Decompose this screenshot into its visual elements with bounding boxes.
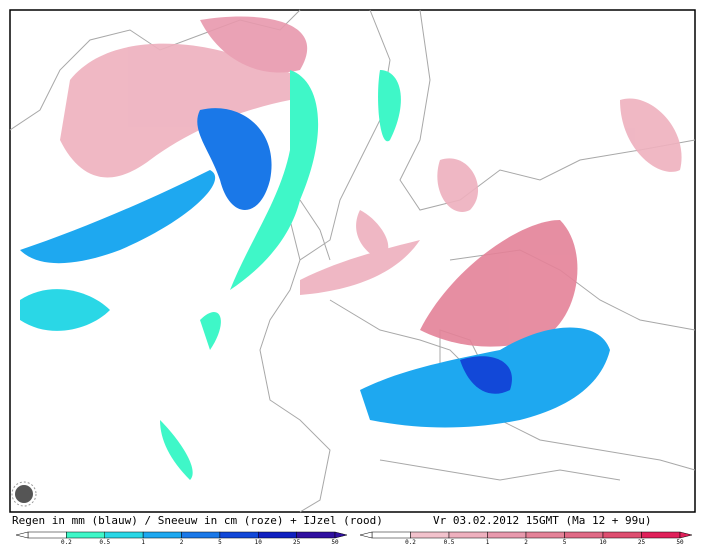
snow-scale-arrow [359,531,373,539]
snow-scale-label: 1 [486,539,490,546]
snow-scale-label: 25 [638,539,646,546]
snow-scale-label: 10 [599,539,607,546]
rain-scale-label: 10 [255,539,263,546]
snow-scale-cell [641,531,681,539]
legend-text: Regen in mm (blauw) / Sneeuw in cm (roze… [12,514,383,527]
snow-scale-cell [371,531,411,539]
rain-scale-cell [219,531,259,539]
snow-scale-label: 2 [524,539,528,546]
rain-scale-arrow [334,531,348,539]
logo-ring [11,481,37,507]
rain-scale-label: 5 [218,539,222,546]
snow-scale-cell [410,531,450,539]
snow-scale-label: 5 [563,539,567,546]
rain-scale-cell [27,531,67,539]
rain-scale-cell [296,531,336,539]
snow-areas [60,16,682,347]
rain-scale-label: 0.5 [99,539,110,546]
valid-time: Vr 03.02.2012 15GMT (Ma 12 + 99u) [433,514,652,527]
snow-scale-cell [487,531,527,539]
logo-icon [15,485,33,503]
rain-scale-label: 1 [141,539,145,546]
snow-scale-label: 0.2 [405,539,416,546]
rain-scale-label: 2 [180,539,184,546]
rain-areas [20,70,610,480]
rain-scale-label: 50 [331,539,339,546]
rain-scale-arrow [15,531,29,539]
snow-scale-cell [525,531,565,539]
rain-scale-label: 25 [293,539,301,546]
rain-scale-cell [181,531,221,539]
rain-scale-cell [66,531,105,539]
snow-scale-label: 50 [676,539,684,546]
snow-scale-cell [564,531,604,539]
snow-scale-arrow [679,531,693,539]
rain-scale-label: 0.2 [61,539,72,546]
rain-scale-cell [258,531,297,539]
rain-scale-cell [104,531,144,539]
snow-scale-label: 0.5 [444,539,455,546]
rain-scale-cell [142,531,182,539]
snow-scale-cell [602,531,642,539]
snow-scale-cell [448,531,488,539]
